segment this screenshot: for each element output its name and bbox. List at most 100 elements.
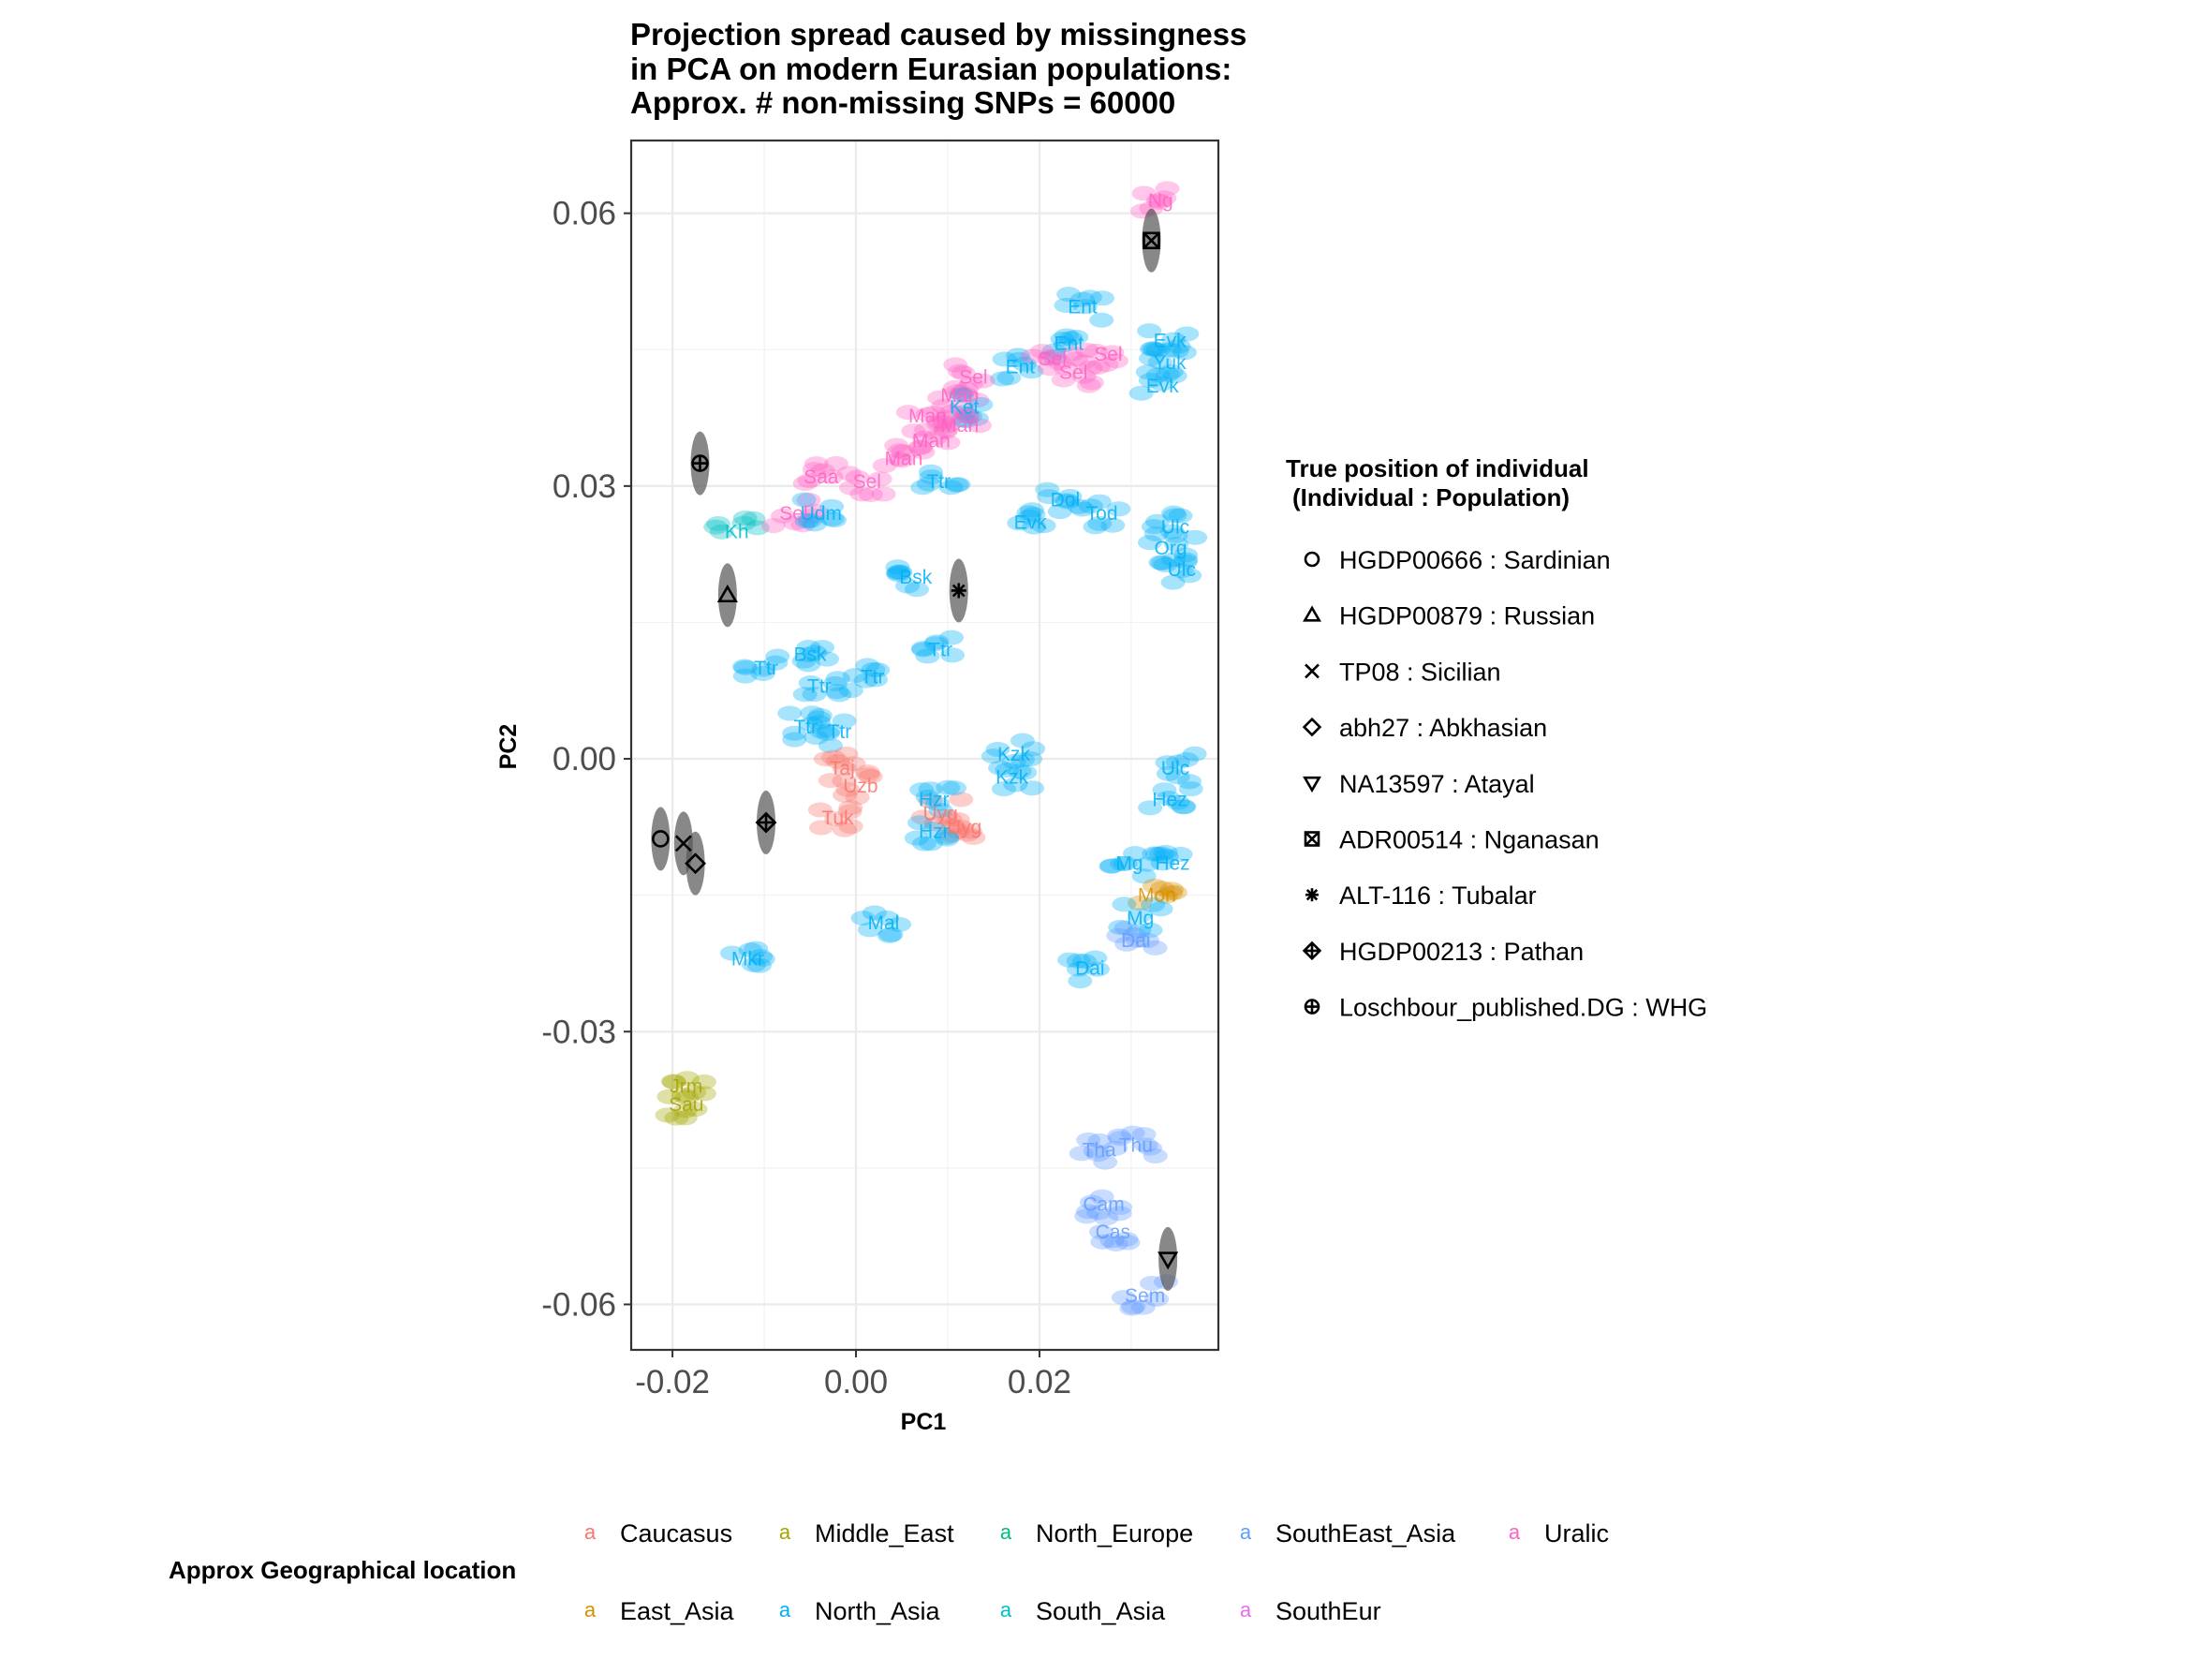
legend-key-asterisk-icon: [1305, 888, 1319, 902]
cloud-blob: [1057, 952, 1083, 968]
population-label: Sel: [853, 471, 881, 493]
population-label: Sel: [1038, 348, 1066, 370]
cloud-blob: [1054, 493, 1079, 509]
cloud-blob: [809, 723, 834, 739]
cloud-blob: [885, 565, 910, 581]
individual-legend-entry: NA13597 : Atayal: [1303, 770, 1535, 798]
cloud-blob: [719, 945, 745, 961]
cloud-blob: [949, 792, 974, 807]
cloud-blob: [1020, 780, 1045, 796]
cloud-blob: [1085, 359, 1111, 375]
cloud-blob: [1123, 846, 1148, 862]
cloud-blob: [1042, 349, 1068, 365]
cloud-blob: [838, 800, 863, 816]
plot-panel: [631, 141, 1218, 1350]
cloud-blob: [807, 802, 833, 818]
individual-legend-label: NA13597 : Atayal: [1339, 770, 1535, 798]
cloud-blob: [782, 725, 807, 741]
cloud-blob: [1141, 519, 1166, 535]
cloud-blob: [1156, 790, 1181, 806]
cloud-blob: [1088, 1224, 1113, 1240]
cloud-blob: [815, 651, 840, 667]
cloud-blob: [1103, 1236, 1128, 1252]
cloud-blob: [1139, 350, 1164, 366]
cloud-blob: [1099, 1233, 1125, 1249]
individual-marker-circle-plus: [691, 454, 709, 472]
population-label: Dai: [1075, 957, 1105, 979]
population-label: Ttr: [861, 667, 885, 689]
cloud-blob: [836, 466, 862, 481]
cloud-blob: [856, 767, 881, 783]
cloud-blob: [935, 831, 960, 847]
cloud-blob: [908, 439, 934, 455]
cloud-blob: [945, 823, 970, 839]
cloud-blob: [748, 949, 774, 965]
cloud-blob: [1150, 855, 1175, 871]
y-tick-label: 0.03: [553, 468, 616, 505]
population-label: Dai: [1121, 930, 1151, 952]
cloud-blob: [961, 830, 986, 846]
cloud-blob: [1138, 800, 1163, 816]
population-label: Kh: [725, 521, 749, 542]
projection-clouds: [651, 181, 1208, 1316]
cloud-blob: [803, 644, 828, 660]
cloud-blob: [1085, 1147, 1111, 1163]
cloud-blob: [832, 773, 857, 789]
cloud-blob: [1145, 193, 1171, 209]
cloud-blob: [910, 444, 936, 460]
population-label: Hez: [1155, 853, 1189, 875]
cloud-blob: [837, 804, 863, 820]
region-legend-label: Middle_East: [815, 1519, 954, 1548]
cloud-blob: [1099, 858, 1125, 874]
cloud-blob: [807, 707, 833, 723]
cloud-blob: [827, 687, 852, 703]
region-legend-entry: a South_Asia: [1000, 1597, 1166, 1625]
cloud-blob: [806, 715, 832, 731]
cloud-blob: [887, 916, 912, 932]
cloud-blob: [1093, 1154, 1118, 1170]
individual-projection-spread: [1158, 1226, 1178, 1291]
cloud-blob: [1089, 290, 1114, 306]
cloud-blob: [808, 820, 833, 836]
cloud-blob: [1162, 508, 1187, 524]
cloud-blob: [1162, 368, 1187, 384]
population-label: Hzr: [919, 790, 950, 811]
cloud-blob: [1148, 901, 1173, 917]
individual-marker-circle: [652, 830, 670, 848]
cloud-blob: [850, 911, 876, 926]
cloud-blob: [927, 390, 952, 406]
cloud-blob: [1142, 878, 1167, 894]
cloud-blob: [1133, 1137, 1158, 1153]
population-label: Man: [908, 406, 947, 427]
cloud-blob: [1079, 1194, 1104, 1210]
cloud-blob: [1143, 341, 1168, 357]
cloud-blob: [777, 705, 803, 721]
region-legend-key: a: [779, 1520, 791, 1544]
cloud-blob: [1158, 363, 1184, 379]
cloud-blob: [800, 705, 825, 721]
cloud-blob: [1120, 1125, 1145, 1141]
cloud-blob: [691, 1074, 716, 1090]
cloud-blob: [1018, 751, 1043, 767]
cloud-blob: [791, 492, 817, 508]
cloud-blob: [933, 423, 958, 439]
cloud-blob: [1022, 519, 1047, 535]
cloud-blob: [911, 642, 936, 658]
cloud-blob: [1084, 961, 1110, 977]
cloud-blob: [1063, 351, 1088, 367]
cloud-blob: [1089, 312, 1114, 328]
cloud-blob: [1161, 332, 1187, 348]
cloud-blob: [833, 746, 859, 762]
population-label: Ng: [1148, 190, 1173, 212]
cloud-blob: [1071, 354, 1097, 370]
cloud-blob: [1108, 1131, 1133, 1147]
cloud-blob: [988, 760, 1013, 776]
cloud-blob: [1012, 356, 1038, 372]
cloud-blob: [792, 476, 818, 492]
cloud-blob: [934, 418, 959, 434]
cloud-blob: [904, 830, 929, 846]
cloud-blob: [934, 829, 959, 845]
region-legend-label: Uralic: [1544, 1519, 1609, 1548]
panel-border: [629, 139, 1220, 1352]
cloud-blob: [933, 808, 958, 824]
